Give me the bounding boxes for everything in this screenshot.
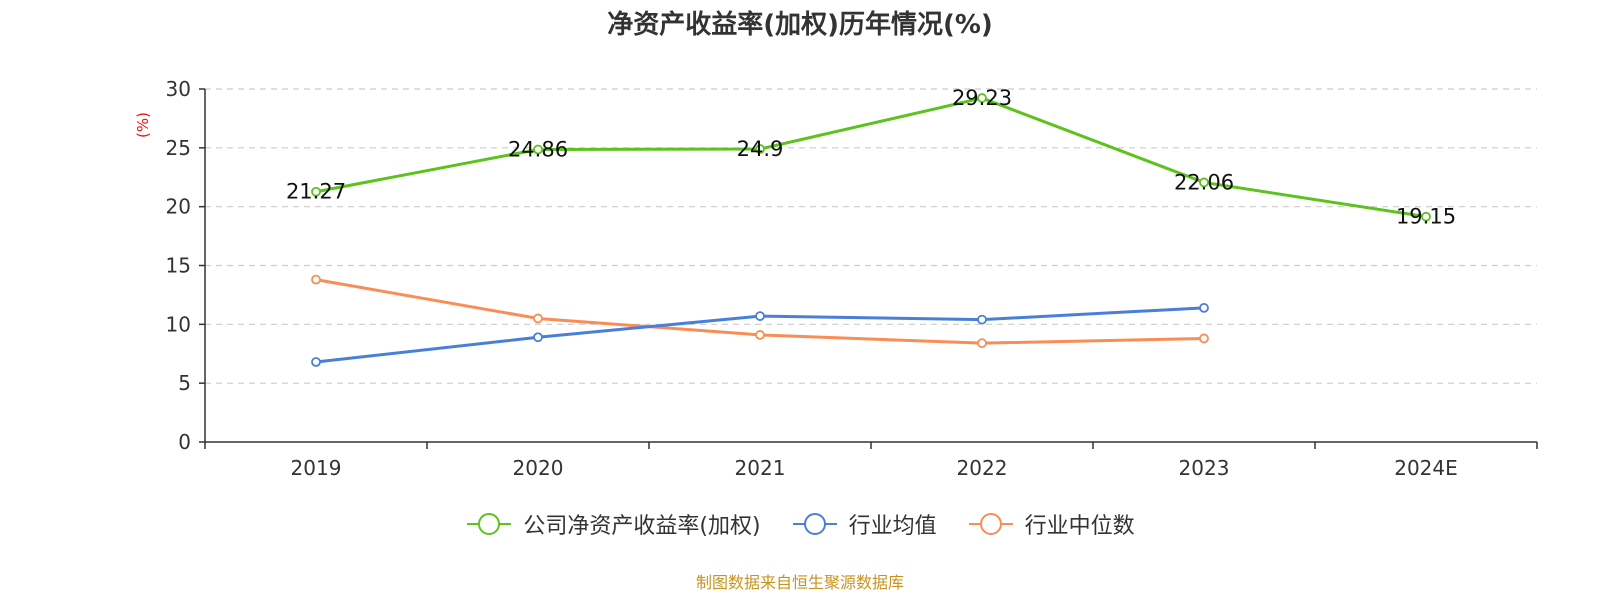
data-point: [977, 338, 987, 349]
source-note: 制图数据来自恒生聚源数据库: [695, 573, 904, 592]
data-point: [533, 332, 543, 343]
y-tick-label: 25: [166, 136, 191, 160]
legend-swatch-icon: [792, 513, 837, 535]
legend-item[interactable]: 行业中位数: [967, 508, 1135, 540]
chart-title: 净资产收益率(加权)历年情况(%): [607, 10, 993, 40]
legend: 公司净资产收益率(加权) 行业均值 行业中位数: [0, 508, 1600, 540]
y-tick-label: 10: [166, 312, 191, 336]
data-label: 21.27: [286, 180, 346, 204]
line-chart: 0 5 10 15 20 25 30 (%) 2019 2020 2021 2022 2023 2024E…: [134, 77, 1538, 480]
y-tick-label: 15: [166, 254, 191, 278]
legend-item[interactable]: 公司净资产收益率(加权): [465, 508, 761, 540]
data-point: [533, 144, 543, 155]
legend-item[interactable]: 行业均值: [791, 508, 937, 540]
data-point: [755, 144, 765, 154]
data-label: 19.15: [1396, 205, 1456, 229]
data-point: [311, 186, 321, 197]
x-tick-label: 2021: [735, 456, 786, 480]
data-point: [1199, 333, 1209, 344]
y-tick-label: 5: [178, 371, 191, 395]
y-tick-label: 20: [166, 195, 191, 219]
y-axis-label: (%): [134, 112, 152, 138]
legend-swatch-icon: [467, 513, 512, 535]
data-point: [311, 357, 321, 367]
axes: 0 5 10 15 20 25 30 (%) 2019 2020 2021 2022 2023 2024E: [134, 77, 1538, 480]
x-tick-label: 2020: [513, 456, 564, 480]
data-point: [977, 93, 987, 103]
data-point: [311, 274, 321, 285]
legend-label: 行业均值: [848, 514, 937, 539]
data-point: [533, 313, 543, 324]
legend-swatch-circle: [979, 513, 1002, 535]
legend-label: 行业中位数: [1024, 514, 1135, 539]
x-tick-label: 2019: [291, 456, 342, 480]
data-label: 29.23: [952, 86, 1012, 110]
series-lines: [311, 93, 1431, 367]
data-point: [1421, 211, 1431, 222]
y-tick-label: 30: [166, 77, 191, 101]
data-labels: 21.27 24.86 24.9 29.23 22.06 19.15: [286, 86, 1456, 229]
legend-swatch-icon: [968, 513, 1013, 535]
x-tick-label: 2024E: [1394, 456, 1458, 480]
legend-label: 公司净资产收益率(加权): [523, 514, 761, 539]
data-label: 24.9: [737, 137, 784, 161]
data-point: [755, 330, 765, 340]
y-tick-label: 0: [178, 430, 191, 454]
data-point: [977, 314, 987, 325]
grid-lines: [205, 88, 1537, 384]
legend-swatch-circle: [478, 513, 501, 535]
data-point: [755, 311, 765, 321]
data-label: 24.86: [508, 137, 568, 161]
data-point: [1199, 177, 1209, 188]
legend-swatch-circle: [803, 513, 826, 535]
data-label: 22.06: [1174, 170, 1234, 194]
series-line: [315, 96, 1427, 219]
data-point: [1199, 302, 1209, 313]
x-tick-label: 2023: [1179, 456, 1230, 480]
x-tick-label: 2022: [957, 456, 1008, 480]
